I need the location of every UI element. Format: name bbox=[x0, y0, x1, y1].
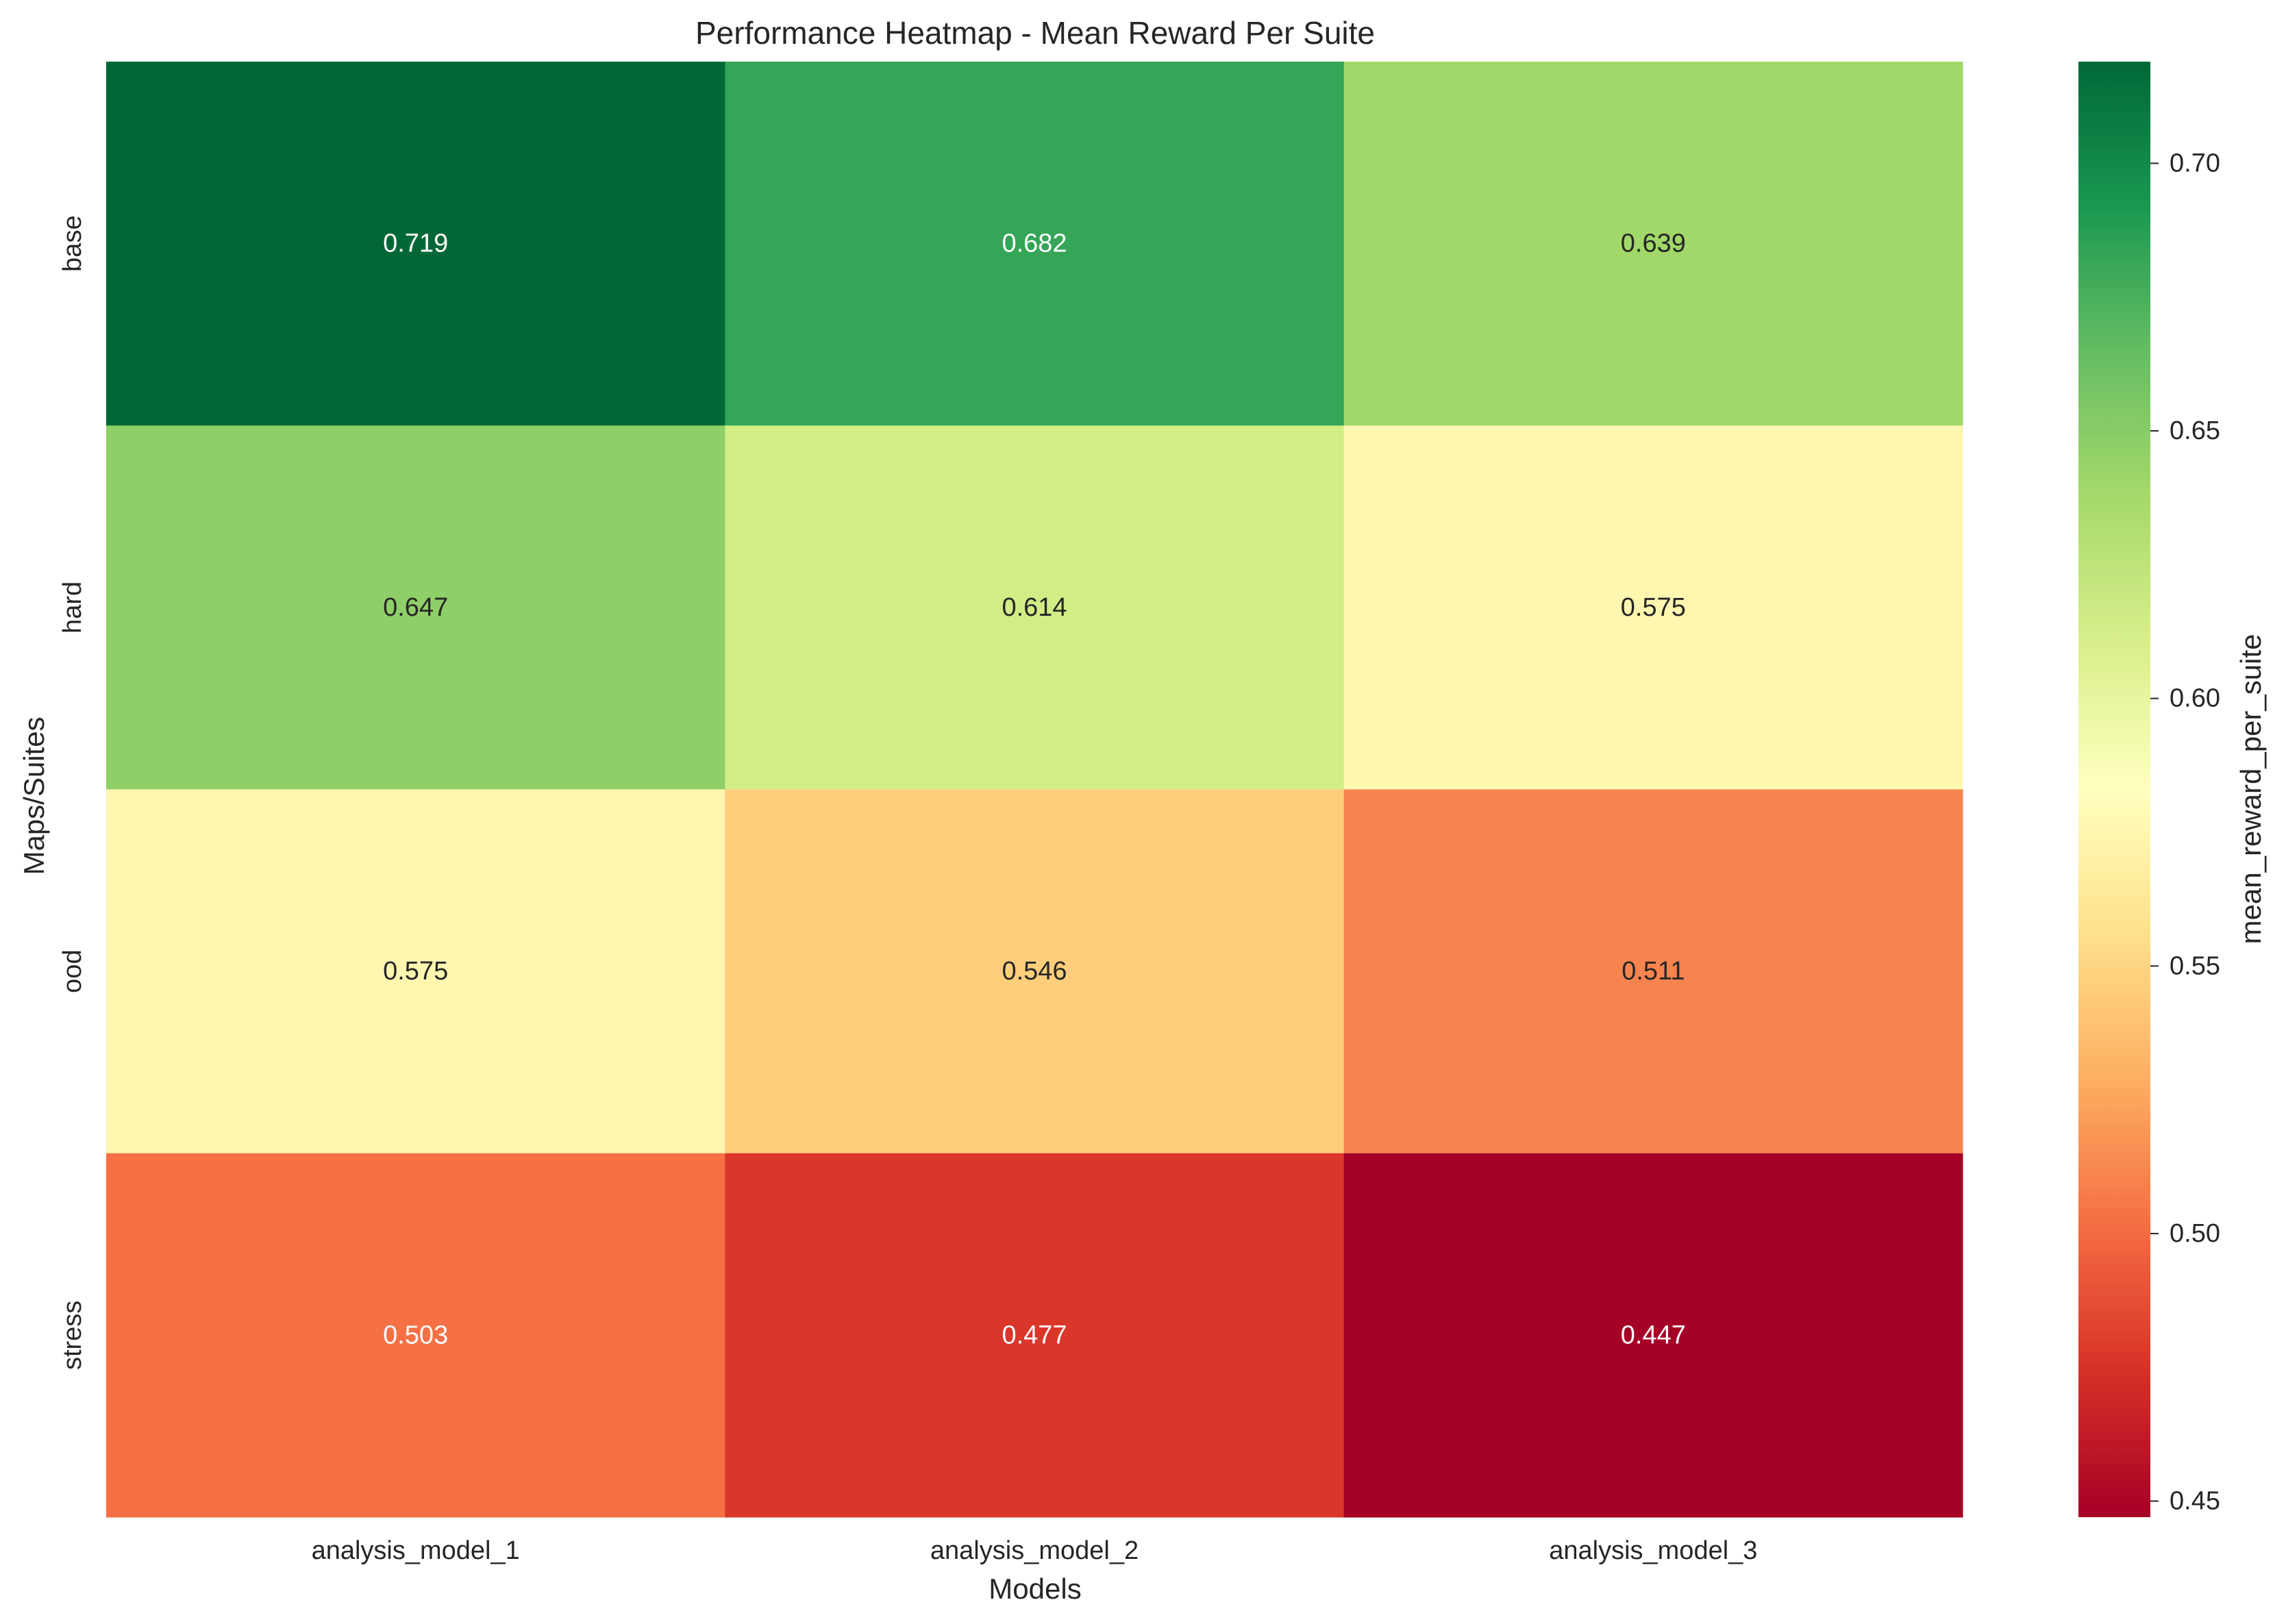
x-tick-label: analysis_model_3 bbox=[1549, 1536, 1757, 1565]
heatmap-cell bbox=[725, 1153, 1345, 1518]
x-tick-label: analysis_model_1 bbox=[312, 1536, 520, 1565]
heatmap-cell bbox=[1343, 1153, 1963, 1518]
chart-title: Performance Heatmap - Mean Reward Per Su… bbox=[695, 15, 1375, 51]
colorbar-tick-label: 0.70 bbox=[2170, 149, 2220, 177]
y-tick-label: ood bbox=[58, 949, 87, 992]
y-axis-label: Maps/Suites bbox=[18, 716, 50, 875]
cell-value-label: 0.647 bbox=[383, 593, 448, 622]
heatmap-cell bbox=[1343, 62, 1963, 426]
x-tick-labels: analysis_model_1 analysis_model_2 analysis… bbox=[312, 1536, 1758, 1565]
cell-value-label: 0.477 bbox=[1002, 1321, 1067, 1349]
cell-value-label: 0.575 bbox=[1621, 593, 1686, 622]
y-tick-label: hard bbox=[58, 582, 87, 634]
cell-value-label: 0.682 bbox=[1002, 229, 1067, 258]
colorbar-tick-label: 0.60 bbox=[2170, 684, 2220, 713]
cell-value-label: 0.511 bbox=[1622, 957, 1685, 986]
x-tick-label: analysis_model_2 bbox=[930, 1536, 1139, 1565]
colorbar-ticks: 0.45 0.50 0.55 0.60 0.65 0.70 bbox=[2150, 149, 2220, 1516]
colorbar-tick-label: 0.65 bbox=[2170, 416, 2220, 445]
colorbar-tick-label: 0.55 bbox=[2170, 951, 2220, 980]
cell-value-label: 0.546 bbox=[1002, 957, 1067, 986]
y-tick-labels: base hard ood stress bbox=[58, 215, 87, 1370]
heatmap-cell bbox=[1343, 789, 1963, 1154]
heatmap-cell bbox=[725, 789, 1345, 1154]
colorbar bbox=[2078, 62, 2150, 1517]
heatmap-cells: 0.719 0.682 0.639 0.647 0.614 0.575 0.575 0.546… bbox=[106, 62, 1963, 1518]
y-tick-label: stress bbox=[58, 1301, 87, 1370]
heatmap-cell bbox=[106, 1153, 725, 1518]
cell-value-label: 0.447 bbox=[1621, 1321, 1686, 1349]
colorbar-tick-label: 0.45 bbox=[2170, 1487, 2220, 1516]
heatmap-cell bbox=[1343, 425, 1963, 790]
heatmap-cell bbox=[725, 425, 1345, 790]
heatmap-cell bbox=[106, 789, 725, 1154]
colorbar-label: mean_reward_per_suite bbox=[2235, 634, 2267, 945]
heatmap-cell bbox=[106, 62, 725, 426]
colorbar-tick-label: 0.50 bbox=[2170, 1219, 2220, 1248]
y-tick-label: base bbox=[58, 215, 87, 271]
cell-value-label: 0.614 bbox=[1002, 593, 1067, 622]
cell-value-label: 0.719 bbox=[383, 229, 448, 258]
x-axis-label: Models bbox=[989, 1573, 1081, 1605]
heatmap-cell bbox=[725, 62, 1345, 426]
heatmap-cell bbox=[106, 425, 725, 790]
cell-value-label: 0.575 bbox=[383, 957, 448, 986]
cell-value-label: 0.639 bbox=[1621, 229, 1686, 258]
cell-value-label: 0.503 bbox=[383, 1321, 448, 1349]
